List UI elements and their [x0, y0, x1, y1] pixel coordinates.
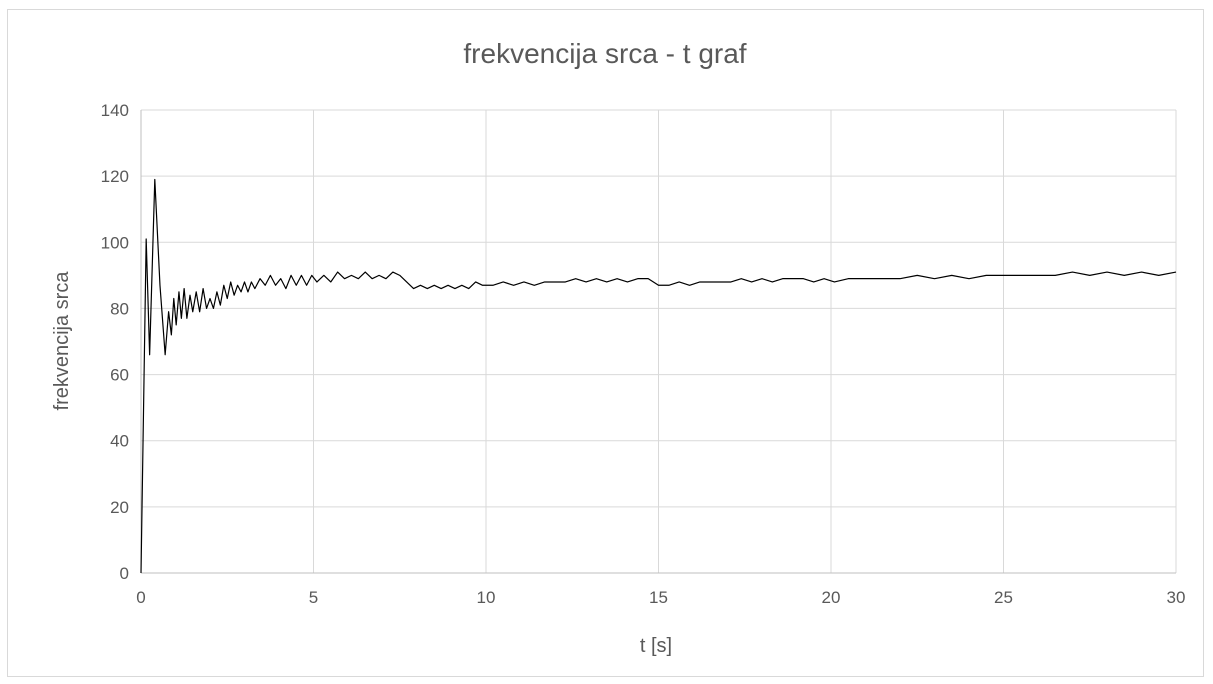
y-tick-label: 20	[110, 498, 129, 517]
chart-title: frekvencija srca - t graf	[463, 38, 746, 69]
x-tick-label: 5	[309, 588, 318, 607]
x-tick-label: 15	[649, 588, 668, 607]
line-chart: frekvencija srca - t graf 02040608010012…	[51, 38, 1185, 657]
y-axis-title: frekvencija srca	[51, 271, 73, 411]
y-tick-label: 100	[101, 233, 129, 252]
x-tick-label: 0	[136, 588, 145, 607]
y-tick-label: 0	[120, 564, 129, 583]
y-tick-label: 120	[101, 167, 129, 186]
x-axis-title: t [s]	[640, 635, 672, 657]
chart-container: frekvencija srca - t graf 0 20 40 60 80 100 12…	[7, 9, 1204, 677]
series-line	[140, 178, 1177, 574]
x-tick-label: 10	[477, 588, 496, 607]
grid	[141, 109, 1177, 573]
y-tick-label: 40	[110, 432, 129, 451]
y-tick-label: 60	[110, 366, 129, 385]
x-tick-label: 20	[822, 588, 841, 607]
x-tick-label: 25	[994, 588, 1013, 607]
x-tick-label: 30	[1167, 588, 1186, 607]
x-tick-labels: 0 5 10 15 20 25 30	[136, 588, 1185, 607]
y-tick-label: 80	[110, 299, 129, 318]
axes	[140, 110, 1176, 574]
y-tick-label: 140	[101, 101, 129, 120]
y-tick-labels: 0 20 40 60 80 100 120 140	[101, 101, 129, 583]
